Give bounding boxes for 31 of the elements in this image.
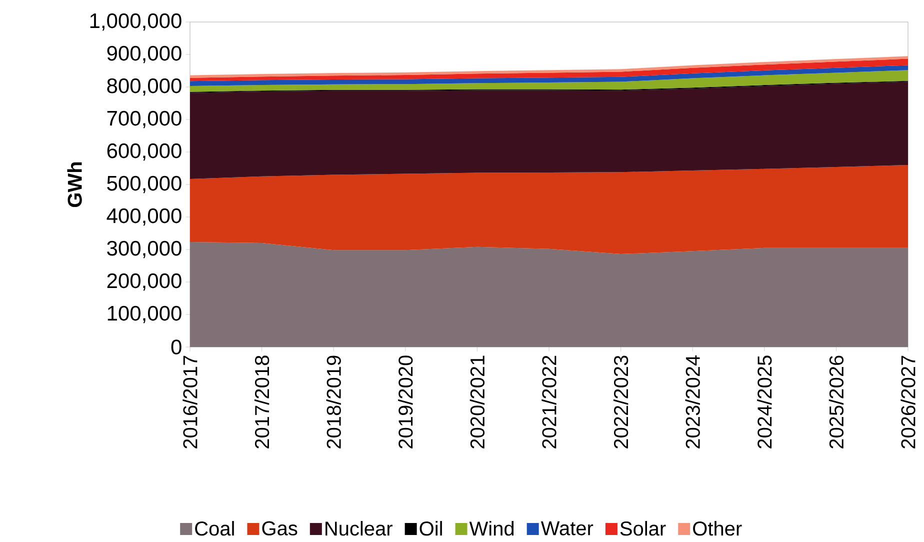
legend-label: Solar: [620, 521, 666, 536]
y-tick-label: 600,000: [107, 143, 182, 161]
y-tick-label: 200,000: [107, 273, 182, 291]
legend-label: Oil: [420, 521, 442, 536]
x-tick-label: 2021/2022: [542, 356, 556, 448]
x-tick-label: 2026/2027: [900, 356, 916, 448]
y-tick-label: 500,000: [107, 176, 182, 194]
legend-label: Nuclear: [326, 521, 392, 536]
x-tick-label: 2019/2020: [398, 356, 413, 448]
legend-label: Other: [693, 521, 742, 536]
legend-label: Wind: [469, 521, 514, 536]
legend-label: Water: [540, 521, 594, 536]
y-tick-label: 900,000: [107, 46, 182, 64]
x-tick-label: 2024/2025: [757, 356, 772, 448]
x-tick-label: 2025/2026: [828, 356, 844, 448]
y-axis-title: GWh: [67, 162, 82, 208]
x-tick-label: 2018/2019: [326, 356, 341, 448]
x-tick-label: 2020/2021: [470, 356, 485, 448]
y-tick-label: 800,000: [107, 78, 182, 96]
x-tick-label: 2017/2018: [254, 356, 270, 448]
legend-label: Gas: [262, 521, 298, 536]
y-tick-label: 0: [171, 340, 182, 354]
y-tick-label: 100,000: [108, 306, 182, 324]
y-tick-label: 1,000,000: [90, 13, 182, 31]
y-tick-label: 300,000: [107, 240, 182, 258]
legend-label: Coal: [195, 521, 234, 536]
x-tick-label: 2023/2024: [685, 355, 700, 448]
x-tick-label: 2016/2017: [182, 356, 198, 448]
y-tick-label: 700,000: [107, 110, 182, 128]
x-tick-label: 2022/2023: [613, 356, 628, 448]
y-tick-label: 400,000: [106, 208, 182, 226]
